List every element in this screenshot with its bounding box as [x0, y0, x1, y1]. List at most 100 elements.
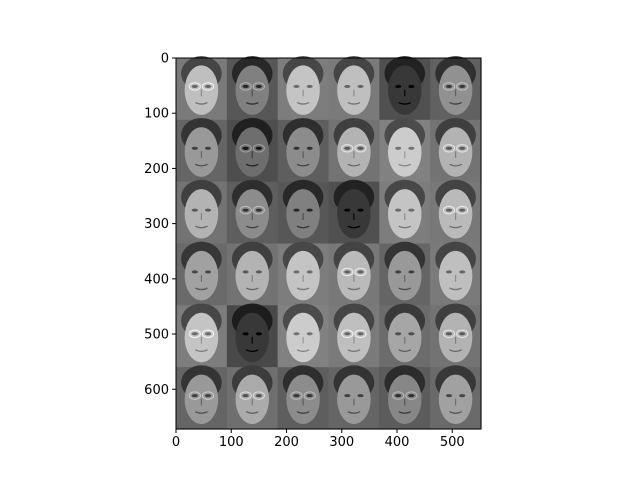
face-tile	[328, 303, 380, 368]
glasses-lens	[341, 329, 354, 338]
glasses-lens	[456, 82, 469, 91]
face-tile	[277, 179, 330, 245]
eye-shape	[306, 146, 313, 150]
eye-shape	[408, 270, 415, 274]
eye-shape	[459, 84, 466, 88]
axes: 0 100 200 300 400 500 0 100 200 300 400 500 600	[144, 52, 482, 450]
glasses-lens	[239, 391, 252, 400]
glasses-lens	[442, 329, 456, 338]
glasses-lens	[239, 82, 252, 91]
face-tile	[328, 365, 380, 430]
eye-shape	[344, 208, 351, 212]
glasses-lens	[456, 329, 469, 338]
eye-shape	[459, 208, 466, 212]
eye-shape	[357, 270, 364, 274]
eye-shape	[459, 270, 466, 274]
y-tick-label: 0	[161, 52, 169, 67]
eye-shape	[306, 332, 313, 336]
glasses-lens	[405, 391, 418, 400]
eye-shape	[204, 84, 212, 88]
glasses-lens	[354, 267, 367, 277]
glasses-lens	[354, 329, 367, 338]
mouth-shape	[347, 411, 361, 414]
eye-shape	[445, 208, 453, 212]
eye-shape	[204, 208, 212, 212]
face-tile	[176, 365, 228, 430]
mouth-shape	[398, 287, 412, 291]
eye-shape	[395, 146, 402, 150]
face-tile	[379, 241, 431, 306]
face-tile	[430, 56, 482, 121]
eye-shape	[459, 146, 466, 150]
mouth-shape	[449, 225, 462, 229]
mouth-shape	[398, 225, 412, 229]
eye-shape	[408, 208, 415, 212]
eye-shape	[344, 84, 351, 88]
face-tile	[176, 117, 228, 183]
x-tick-label: 500	[440, 435, 465, 450]
eye-shape	[408, 84, 415, 88]
eye-shape	[191, 394, 198, 398]
eye-shape	[306, 270, 313, 274]
eye-shape	[445, 394, 453, 398]
face-tile	[430, 179, 482, 245]
eye-shape	[445, 332, 453, 336]
eye-shape	[395, 208, 402, 212]
glasses-lens	[252, 391, 265, 400]
eye-shape	[255, 332, 262, 336]
eye-shape	[293, 270, 300, 274]
mouth-shape	[195, 349, 208, 353]
face-tile	[379, 179, 431, 245]
eye-shape	[445, 146, 453, 150]
face-tile	[379, 365, 431, 430]
eye-shape	[242, 332, 249, 336]
eye-shape	[255, 208, 262, 212]
mouth-shape	[296, 163, 310, 167]
eye-shape	[204, 270, 212, 274]
eye-shape	[293, 394, 300, 398]
glasses-lens	[392, 391, 405, 400]
y-tick-label: 300	[144, 217, 169, 232]
x-tick-label: 100	[219, 435, 244, 450]
face-tile	[379, 56, 431, 121]
eye-shape	[408, 332, 415, 336]
eye-shape	[344, 270, 351, 274]
mouth-shape	[296, 101, 310, 105]
face-tile	[430, 117, 482, 183]
eye-shape	[306, 394, 313, 398]
axes-frame	[175, 57, 482, 430]
mouth-shape	[347, 287, 361, 291]
y-tick-label: 400	[144, 272, 169, 287]
face-tile	[430, 303, 482, 368]
eye-shape	[395, 332, 402, 336]
face-tile	[328, 179, 380, 245]
x-tick-label: 300	[329, 435, 354, 450]
eye-shape	[306, 84, 313, 88]
glasses-lens	[201, 329, 215, 338]
face-tile	[226, 56, 279, 121]
glasses-lens	[252, 82, 265, 91]
glasses-lens	[442, 205, 456, 215]
eye-shape	[293, 332, 300, 336]
eye-shape	[357, 394, 364, 398]
mouth-shape	[195, 411, 208, 414]
eye-shape	[357, 208, 364, 212]
eye-shape	[445, 270, 453, 274]
mouth-shape	[398, 411, 412, 414]
mouth-shape	[296, 349, 310, 353]
eye-shape	[191, 146, 198, 150]
mouth-shape	[398, 349, 412, 353]
eye-shape	[204, 394, 212, 398]
mouth-shape	[449, 287, 462, 291]
eye-shape	[242, 84, 249, 88]
mouth-shape	[449, 163, 462, 167]
mouth-shape	[449, 101, 462, 105]
mouth-shape	[296, 225, 310, 229]
face-tile	[379, 117, 431, 183]
face-tile	[226, 117, 279, 183]
face-tile	[176, 241, 228, 306]
mouth-shape	[195, 225, 208, 229]
eye-shape	[255, 84, 262, 88]
glasses-lens	[303, 391, 316, 400]
face-tile	[379, 303, 431, 368]
